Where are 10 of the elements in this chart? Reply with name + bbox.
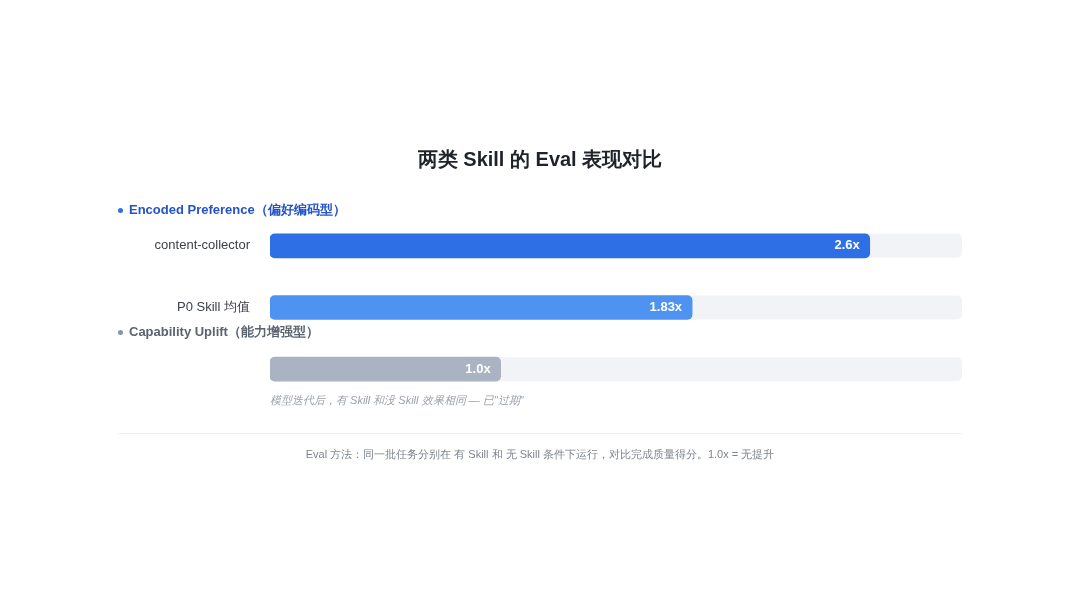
annotation: Encoded Preference（偏好编码型） <box>129 202 346 217</box>
data-label: 1.0x <box>465 360 492 376</box>
data-label: 2.6x <box>834 237 861 253</box>
data-label: 1.83x <box>649 299 683 315</box>
y-tick-label: P0 Skill 均值 <box>177 299 250 315</box>
text: Eval 方法：同一批任务分别在 有 Skill 和 无 Skill 条件下运行，对比完成质量得分。1.0x = 无提升 <box>305 448 775 460</box>
chart-title: 两类 Skill 的 Eval 表现对比 <box>416 147 664 172</box>
annotation: Capability Uplift（能力增强型） <box>129 324 319 339</box>
annotation: 模型迭代后，有 Skill 和没 Skill 效果相同 — 已"过期" <box>270 394 524 406</box>
y-tick-label: content-collector <box>154 237 251 253</box>
